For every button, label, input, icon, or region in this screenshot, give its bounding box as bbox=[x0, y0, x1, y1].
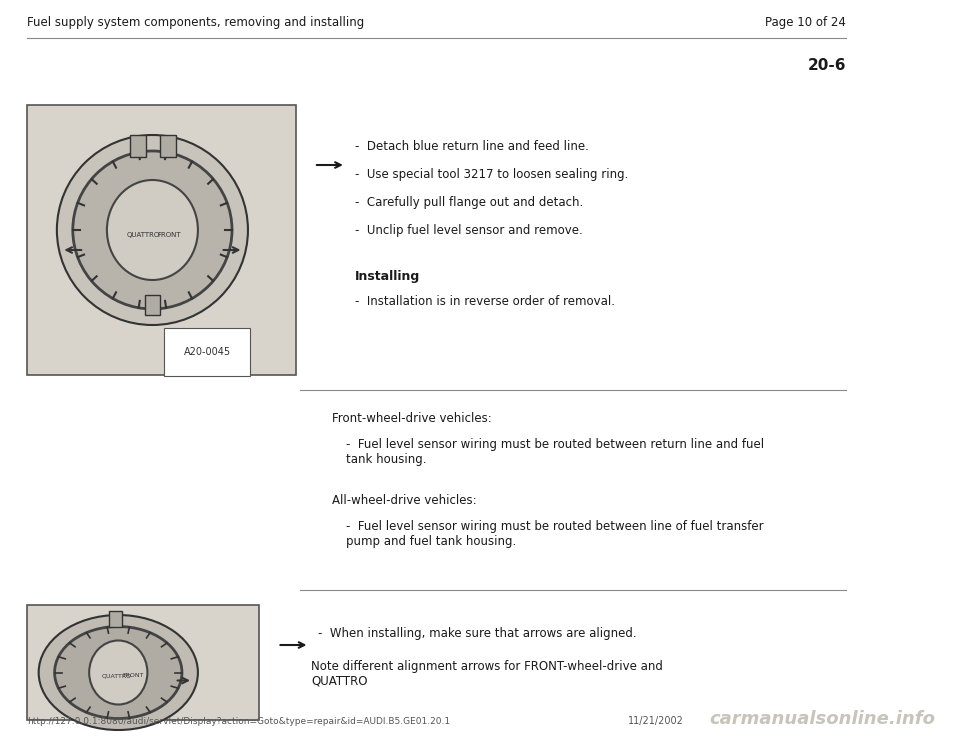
Bar bbox=[27, 605, 259, 720]
Text: http://127.0.0.1:8080/audi/servlet/Display?action=Goto&type=repair&id=AUDI.B5.GE: http://127.0.0.1:8080/audi/servlet/Displ… bbox=[27, 717, 450, 726]
Text: 11/21/2002: 11/21/2002 bbox=[628, 716, 684, 726]
Text: QUATTRO: QUATTRO bbox=[127, 232, 160, 238]
Text: -  When installing, make sure that arrows are aligned.: - When installing, make sure that arrows… bbox=[319, 627, 637, 640]
Text: -  Fuel level sensor wiring must be routed between line of fuel transfer
pump an: - Fuel level sensor wiring must be route… bbox=[346, 520, 763, 548]
Text: -  Unclip fuel level sensor and remove.: - Unclip fuel level sensor and remove. bbox=[355, 224, 583, 237]
Text: QUATTRO: QUATTRO bbox=[102, 673, 132, 678]
Ellipse shape bbox=[38, 615, 198, 730]
Text: Fuel supply system components, removing and installing: Fuel supply system components, removing … bbox=[27, 16, 365, 29]
Text: FRONT: FRONT bbox=[123, 673, 144, 678]
Text: -  Detach blue return line and feed line.: - Detach blue return line and feed line. bbox=[355, 140, 588, 153]
Bar bbox=[159, 135, 176, 157]
Text: All-wheel-drive vehicles:: All-wheel-drive vehicles: bbox=[332, 494, 477, 507]
Ellipse shape bbox=[73, 151, 232, 309]
Text: -  Use special tool 3217 to loosen sealing ring.: - Use special tool 3217 to loosen sealin… bbox=[355, 168, 628, 181]
Circle shape bbox=[107, 180, 198, 280]
Circle shape bbox=[89, 640, 148, 704]
Text: Installing: Installing bbox=[355, 270, 420, 283]
Text: 20-6: 20-6 bbox=[807, 58, 846, 73]
Text: carmanualsonline.info: carmanualsonline.info bbox=[709, 710, 936, 728]
Bar bbox=[130, 135, 146, 157]
Bar bbox=[27, 105, 296, 375]
Bar bbox=[145, 295, 159, 315]
Text: -  Carefully pull flange out and detach.: - Carefully pull flange out and detach. bbox=[355, 196, 583, 209]
Text: Note different alignment arrows for FRONT-wheel-drive and
QUATTRO: Note different alignment arrows for FRON… bbox=[311, 660, 663, 688]
Text: -  Fuel level sensor wiring must be routed between return line and fuel
tank hou: - Fuel level sensor wiring must be route… bbox=[346, 438, 764, 466]
Ellipse shape bbox=[57, 135, 248, 325]
Text: A20-0045: A20-0045 bbox=[183, 347, 230, 357]
Ellipse shape bbox=[55, 626, 182, 718]
Text: -  Installation is in reverse order of removal.: - Installation is in reverse order of re… bbox=[355, 295, 614, 308]
Text: FRONT: FRONT bbox=[156, 232, 180, 238]
Text: Front-wheel-drive vehicles:: Front-wheel-drive vehicles: bbox=[332, 412, 492, 425]
Bar bbox=[109, 611, 122, 626]
Text: Page 10 of 24: Page 10 of 24 bbox=[765, 16, 846, 29]
